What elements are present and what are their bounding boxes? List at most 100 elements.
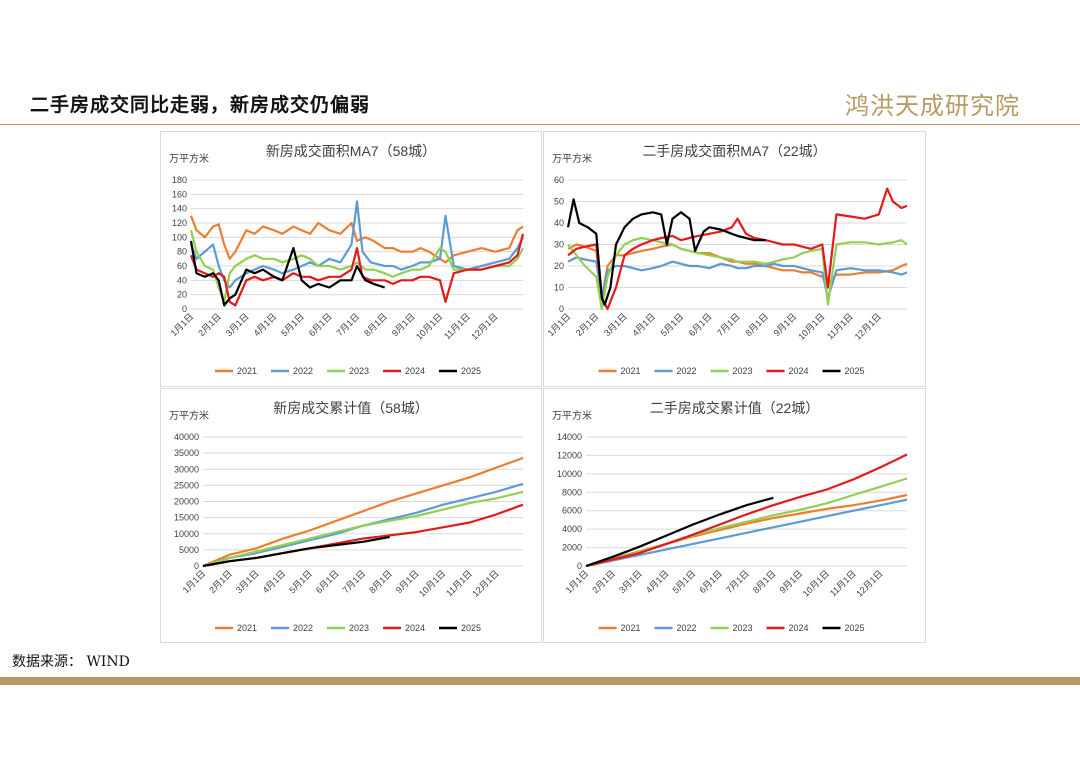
x-tick-label: 10月1日 <box>796 311 826 341</box>
y-tick-label: 0 <box>194 561 199 571</box>
chart-resale-cumulative: 二手房成交累计值（22城） 万平方米 0 2000 4000 6000 8000 10000 1… <box>552 400 908 633</box>
y-tick-label: 120 <box>172 218 187 228</box>
legend-label: 2022 <box>293 366 313 376</box>
x-tick-label: 8月1日 <box>751 568 778 595</box>
y-axis-label: 万平方米 <box>169 409 209 422</box>
x-tick-label: 4月1日 <box>630 311 657 338</box>
data-source: 数据来源： WIND <box>12 654 130 670</box>
x-tick-label: 9月1日 <box>390 311 417 338</box>
x-tick-label: 5月1日 <box>671 568 698 595</box>
chart-panel-resale-area: 二手房成交面积MA7（22城） 万平方米 0 10 20 30 40 50 60 1月1日 2月1日… <box>543 131 926 387</box>
y-tick-label: 4000 <box>562 524 582 534</box>
x-tick-label: 6月1日 <box>697 568 724 595</box>
legend-label: 2023 <box>733 366 753 376</box>
x-tick-label: 4月1日 <box>644 568 671 595</box>
legend-label: 2025 <box>845 623 865 633</box>
y-tick-label: 5000 <box>179 545 199 555</box>
x-tick-label: 3月1日 <box>602 311 629 338</box>
x-tick-label: 8月1日 <box>367 568 394 595</box>
series-line-2025 <box>585 496 774 568</box>
x-tick-label: 5月1日 <box>279 311 306 338</box>
x-tick-label: 12月1日 <box>469 311 499 341</box>
y-tick-label: 60 <box>177 261 187 271</box>
legend-label: 2021 <box>237 623 257 633</box>
y-tick-label: 15000 <box>174 513 199 523</box>
series-line-2025 <box>202 535 390 568</box>
legend-label: 2023 <box>349 366 369 376</box>
series-line-2022 <box>585 498 908 568</box>
y-tick-label: 30000 <box>174 464 199 474</box>
x-tick-label: 1月1日 <box>546 311 573 338</box>
legend-label: 2021 <box>621 366 641 376</box>
legend-label: 2023 <box>349 623 369 633</box>
chart-panel-new-home-area: 新房成交面积MA7（58城） 万平方米 0 20 40 60 80 100 120 140 160 1… <box>160 131 542 387</box>
y-tick-label: 50 <box>554 197 564 207</box>
x-tick-label: 1月1日 <box>169 311 196 338</box>
y-tick-label: 0 <box>182 304 187 314</box>
x-tick-label: 11月1日 <box>825 311 855 341</box>
x-tick-label: 4月1日 <box>252 311 279 338</box>
legend-label: 2022 <box>677 366 697 376</box>
legend-label: 2024 <box>405 623 425 633</box>
y-tick-label: 40 <box>177 275 187 285</box>
x-tick-label: 12月1日 <box>470 568 500 598</box>
series-line-2024 <box>189 233 525 307</box>
legend-label: 2024 <box>789 623 809 633</box>
y-tick-label: 6000 <box>562 506 582 516</box>
chart-new-home-area: 新房成交面积MA7（58城） 万平方米 0 20 40 60 80 100 120 140 160 1… <box>169 143 525 376</box>
chart-resale-area: 二手房成交面积MA7（22城） 万平方米 0 10 20 30 40 50 60 1月1日 2月1日… <box>546 143 908 376</box>
brand-logo: 鸿洪天成研究院 <box>845 92 1020 120</box>
page-title: 二手房成交同比走弱，新房成交仍偏弱 <box>30 94 371 116</box>
x-tick-label: 2月1日 <box>196 311 223 338</box>
y-tick-label: 10000 <box>174 529 199 539</box>
y-tick-label: 20 <box>554 261 564 271</box>
x-tick-label: 6月1日 <box>307 311 334 338</box>
y-tick-label: 20000 <box>174 497 199 507</box>
y-tick-label: 60 <box>554 175 564 185</box>
y-tick-label: 180 <box>172 175 187 185</box>
footer-bar <box>0 677 1080 685</box>
legend-label: 2025 <box>461 366 481 376</box>
chart-title: 新房成交面积MA7（58城） <box>266 143 436 159</box>
y-tick-label: 0 <box>559 304 564 314</box>
y-tick-label: 100 <box>172 232 187 242</box>
header-divider <box>0 124 1080 125</box>
y-tick-label: 35000 <box>174 448 199 458</box>
x-tick-label: 5月1日 <box>287 568 314 595</box>
legend-label: 2023 <box>733 623 753 633</box>
x-tick-label: 9月1日 <box>772 311 799 338</box>
series-line-2024 <box>567 187 908 311</box>
series-line-2023 <box>567 236 908 311</box>
y-tick-label: 10000 <box>557 469 582 479</box>
y-tick-label: 12000 <box>557 450 582 460</box>
legend-label: 2021 <box>621 623 641 633</box>
x-tick-label: 3月1日 <box>224 311 251 338</box>
x-tick-label: 5月1日 <box>659 311 686 338</box>
legend-label: 2021 <box>237 366 257 376</box>
chart-title: 二手房成交累计值（22城） <box>650 400 820 416</box>
series-line-2024 <box>585 453 908 568</box>
y-tick-label: 140 <box>172 204 187 214</box>
x-tick-label: 8月1日 <box>743 311 770 338</box>
x-tick-label: 4月1日 <box>261 568 288 595</box>
y-tick-label: 40000 <box>174 432 199 442</box>
x-tick-label: 10月1日 <box>801 568 831 598</box>
y-tick-label: 0 <box>577 561 582 571</box>
series-line-2023 <box>189 229 524 303</box>
y-tick-label: 14000 <box>557 432 582 442</box>
x-tick-label: 12月1日 <box>854 568 884 598</box>
y-axis-label: 万平方米 <box>169 152 209 165</box>
x-tick-label: 10月1日 <box>417 568 447 598</box>
x-tick-label: 2月1日 <box>207 568 234 595</box>
legend-label: 2022 <box>293 623 313 633</box>
x-tick-label: 12月1日 <box>853 311 883 341</box>
series-line-2021 <box>202 456 524 568</box>
legend-label: 2024 <box>405 366 425 376</box>
series-line-2025 <box>566 198 766 306</box>
y-tick-label: 20 <box>177 290 187 300</box>
y-tick-label: 25000 <box>174 480 199 490</box>
legend-label: 2022 <box>677 623 697 633</box>
chart-title: 二手房成交面积MA7（22城） <box>642 143 826 159</box>
chart-panel-resale-cumulative: 二手房成交累计值（22城） 万平方米 0 2000 4000 6000 8000 10000 1… <box>543 388 926 643</box>
x-tick-label: 7月1日 <box>724 568 751 595</box>
